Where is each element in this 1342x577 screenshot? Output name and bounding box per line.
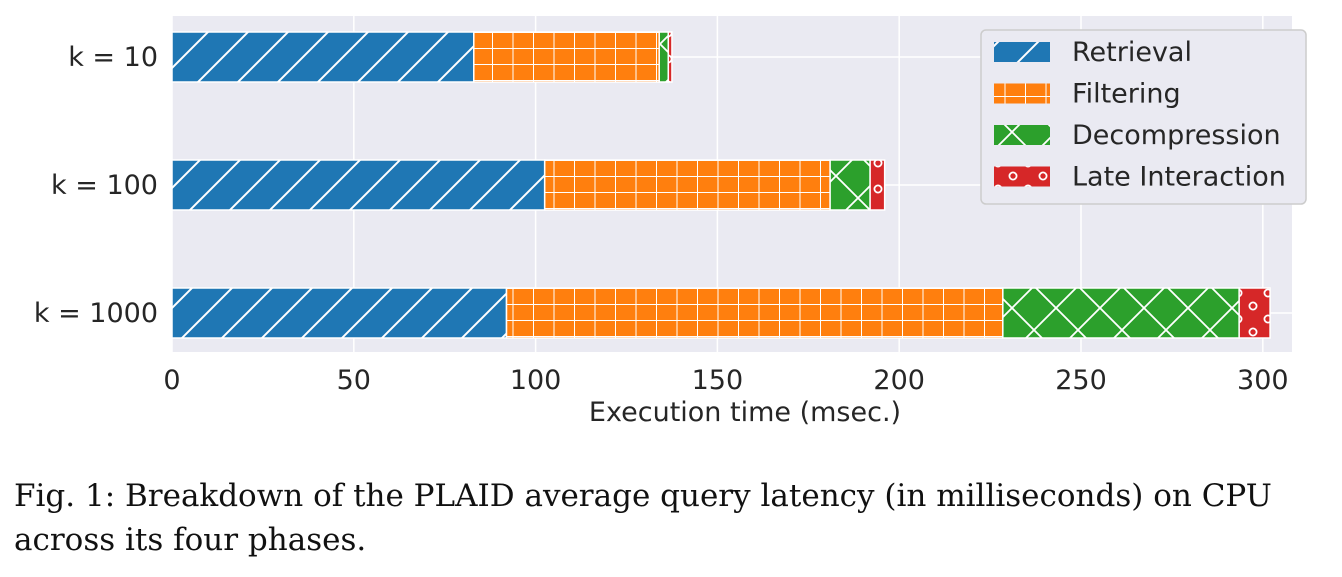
x-tick-label-250: 250 <box>1055 365 1107 396</box>
bar-filtering-1 <box>543 159 831 211</box>
bar-decompression-2 <box>1002 287 1240 339</box>
legend-frame <box>980 29 1307 205</box>
x-tick-label-50: 50 <box>337 365 371 396</box>
bar-filtering-0 <box>473 31 660 83</box>
bar-late-interaction-0 <box>667 31 673 83</box>
x-tick-label-300: 300 <box>1237 365 1289 396</box>
y-tick-label: k = 10 <box>68 42 158 73</box>
x-tick-label-200: 200 <box>873 365 925 396</box>
legend-swatch-filtering <box>994 83 1050 104</box>
caption-line-2: across its four phases. <box>14 522 367 558</box>
x-tick-label-0: 0 <box>163 365 180 396</box>
y-tick-label: k = 100 <box>51 170 158 201</box>
bar-retrieval-0 <box>171 31 475 83</box>
y-axis-tick-labels: k = 10 k = 100 k = 1000 <box>34 42 158 329</box>
legend-swatch-decompression <box>994 125 1050 145</box>
caption-line-1: Fig. 1: Breakdown of the PLAID average q… <box>14 478 1272 514</box>
legend-label: Retrieval <box>1072 37 1192 68</box>
x-tick-label-100: 100 <box>510 365 562 396</box>
x-tick-label-150: 150 <box>692 365 744 396</box>
bar-late-interaction-1 <box>869 159 886 211</box>
legend-label: Late Interaction <box>1072 162 1286 193</box>
x-axis-tick-labels: 0 50 100 150 200 250 300 <box>163 365 1288 396</box>
bar-retrieval-1 <box>171 159 546 211</box>
bar-decompression-1 <box>829 159 871 211</box>
bar-filtering-2 <box>505 287 1004 339</box>
x-axis-label: Execution time (msec.) <box>589 397 901 428</box>
bar-decompression-0 <box>658 31 670 83</box>
bar-late-interaction-2 <box>1238 287 1271 339</box>
legend-label: Filtering <box>1072 79 1181 110</box>
figure-caption: Fig. 1: Breakdown of the PLAID average q… <box>14 474 1334 562</box>
y-tick-label: k = 1000 <box>34 298 158 329</box>
bars <box>171 31 1271 339</box>
bar-retrieval-2 <box>171 287 508 339</box>
legend-swatch-late-interaction <box>994 166 1050 187</box>
legend-label: Decompression <box>1072 120 1281 151</box>
legend: Retrieval Filtering Decompression Late Inte… <box>980 29 1307 205</box>
stacked-bar-chart: k = 10 k = 100 k = 1000 0 50 100 150 200 250 300… <box>34 16 1307 428</box>
legend-swatch-retrieval <box>994 42 1050 62</box>
